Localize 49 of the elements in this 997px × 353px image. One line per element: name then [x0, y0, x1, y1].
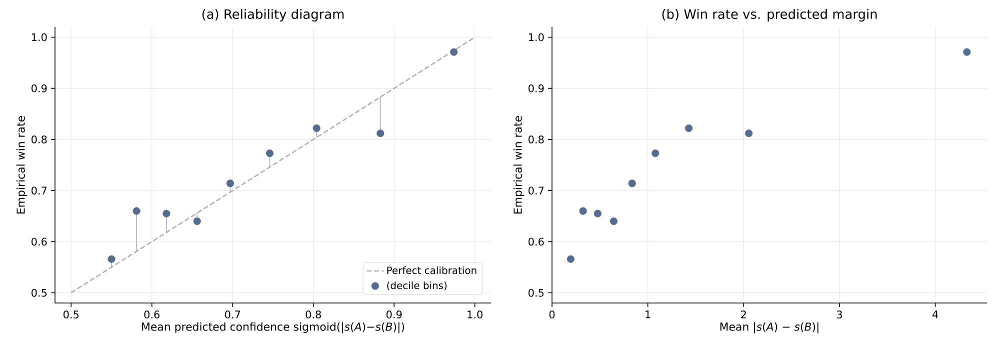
point — [628, 180, 636, 188]
point — [312, 124, 320, 132]
y-tick-label: 0.6 — [528, 238, 544, 246]
x-tick-label: 0.9 — [386, 310, 402, 318]
point — [594, 210, 602, 218]
chart-title: (b) Win rate vs. predicted margin — [662, 8, 877, 22]
y-tick-label: 0.7 — [32, 186, 47, 195]
point — [108, 255, 116, 263]
x-tick-label: 0 — [549, 310, 555, 318]
point — [566, 255, 574, 263]
x-tick-label: 0.5 — [64, 310, 79, 318]
legend-label: Perfect calibration — [387, 266, 476, 274]
x-tick-label: 0.7 — [225, 310, 240, 318]
x-tick-label: 3 — [836, 310, 842, 318]
y-axis-title: Empirical win rate — [16, 116, 28, 214]
x-tick-label: 1 — [646, 310, 650, 318]
y-tick-label: 1.0 — [32, 33, 47, 42]
point — [685, 124, 693, 132]
x-tick-label: 4 — [932, 310, 938, 318]
y-tick-label: 0.6 — [32, 238, 47, 246]
y-tick-label: 0.8 — [528, 135, 544, 144]
point — [610, 217, 618, 226]
x-tick-label: 0.8 — [306, 310, 321, 318]
y-tick-label: 1.0 — [528, 33, 544, 42]
text: Mean |s(A) − s(B)| — [720, 322, 818, 334]
y-tick-label: 0.7 — [528, 186, 544, 195]
y-tick-label: 0.9 — [528, 84, 544, 92]
chart-title: (a) Reliability diagram — [202, 8, 344, 22]
y-tick-label: 0.8 — [32, 135, 47, 144]
point — [963, 48, 971, 56]
y-axis-title: Empirical win rate — [513, 116, 524, 214]
point — [193, 217, 201, 226]
point — [579, 207, 587, 215]
y-tick-label: 0.5 — [32, 288, 47, 297]
point — [226, 180, 234, 188]
y-tick-label: 0.9 — [32, 84, 47, 92]
x-tick-label: 2 — [741, 310, 746, 318]
point — [745, 130, 753, 138]
point — [376, 130, 384, 138]
x-tick-label: 0.6 — [144, 310, 160, 318]
point — [450, 48, 458, 56]
x-tick-label: 1.0 — [468, 310, 482, 318]
point — [652, 149, 660, 158]
text: Mean predicted confidence sigmoid(|s(A)−s(B)|) — [142, 322, 404, 334]
legend-label: (decile bins) — [387, 281, 447, 290]
point — [266, 149, 274, 158]
y-tick-label: 0.5 — [528, 288, 544, 297]
point — [162, 210, 170, 218]
point — [132, 207, 140, 215]
